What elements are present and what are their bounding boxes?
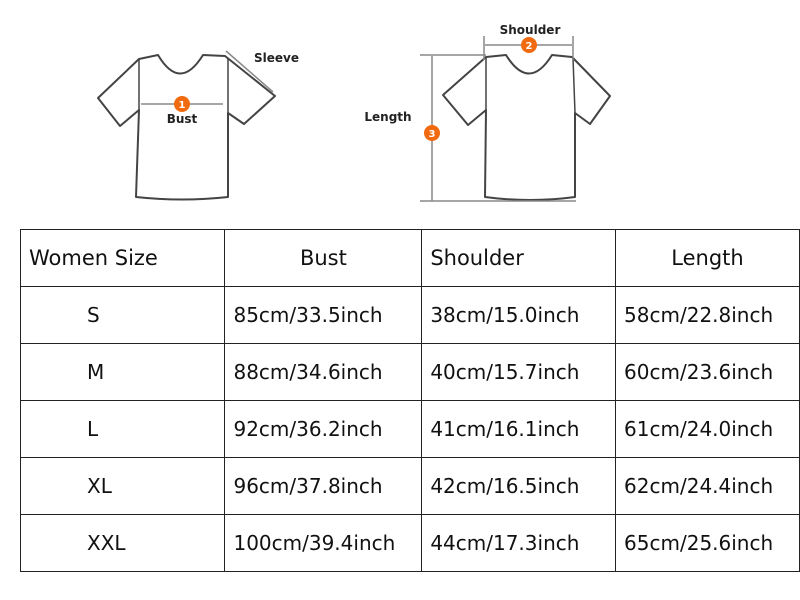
bust-cell: 92cm/36.2inch xyxy=(224,400,423,458)
marker-2-icon xyxy=(521,37,537,53)
shoulder-cell: 44cm/17.3inch xyxy=(421,514,617,572)
table-row: S 85cm/33.5inch 38cm/15.0inch 58cm/22.8i… xyxy=(19,286,800,344)
length-cell: 62cm/24.4inch xyxy=(615,457,800,515)
size-cell: XL xyxy=(19,457,226,515)
marker-2-number: 2 xyxy=(526,41,533,52)
shoulder-label: Shoulder xyxy=(500,23,561,37)
bust-label: Bust xyxy=(167,112,198,126)
back-tshirt-drawing xyxy=(442,54,611,201)
header-shoulder: Shoulder xyxy=(421,229,617,287)
header-length: Length xyxy=(615,229,800,287)
length-cell: 61cm/24.0inch xyxy=(615,400,800,458)
size-cell: L xyxy=(19,400,226,458)
length-label: Length xyxy=(364,110,411,124)
length-measure-line xyxy=(420,54,576,202)
length-cell: 60cm/23.6inch xyxy=(615,343,800,401)
size-table: Women Size Bust Shoulder Length S 85cm/3… xyxy=(19,229,800,572)
size-cell: M xyxy=(19,343,226,401)
table-row: XXL 100cm/39.4inch 44cm/17.3inch 65cm/25… xyxy=(19,514,800,572)
shoulder-cell: 38cm/15.0inch xyxy=(421,286,617,344)
table-row: M 88cm/34.6inch 40cm/15.7inch 60cm/23.6i… xyxy=(19,343,800,401)
sleeve-measure-line xyxy=(225,50,274,93)
front-tshirt-drawing xyxy=(97,54,276,201)
bust-cell: 88cm/34.6inch xyxy=(224,343,423,401)
shoulder-cell: 42cm/16.5inch xyxy=(421,457,617,515)
shoulder-cell: 41cm/16.1inch xyxy=(421,400,617,458)
measurement-diagram: Sleeve 1 Bust 2 Shoulder 3 Length xyxy=(97,23,611,202)
bust-cell: 85cm/33.5inch xyxy=(224,286,423,344)
size-cell: S xyxy=(19,286,226,344)
header-bust: Bust xyxy=(224,229,423,287)
marker-1-icon xyxy=(174,96,190,112)
marker-3-number: 3 xyxy=(429,129,436,140)
marker-3-icon xyxy=(424,125,440,141)
length-cell: 65cm/25.6inch xyxy=(615,514,800,572)
shoulder-cell: 40cm/15.7inch xyxy=(421,343,617,401)
marker-1-number: 1 xyxy=(179,100,186,111)
length-cell: 58cm/22.8inch xyxy=(615,286,800,344)
size-cell: XXL xyxy=(19,514,226,572)
table-row: L 92cm/36.2inch 41cm/16.1inch 61cm/24.0i… xyxy=(19,400,800,458)
table-header-row: Women Size Bust Shoulder Length xyxy=(19,229,800,287)
bust-cell: 100cm/39.4inch xyxy=(224,514,423,572)
table-row: XL 96cm/37.8inch 42cm/16.5inch 62cm/24.4… xyxy=(19,457,800,515)
sleeve-label: Sleeve xyxy=(254,51,299,65)
bust-cell: 96cm/37.8inch xyxy=(224,457,423,515)
header-size: Women Size xyxy=(19,229,226,287)
